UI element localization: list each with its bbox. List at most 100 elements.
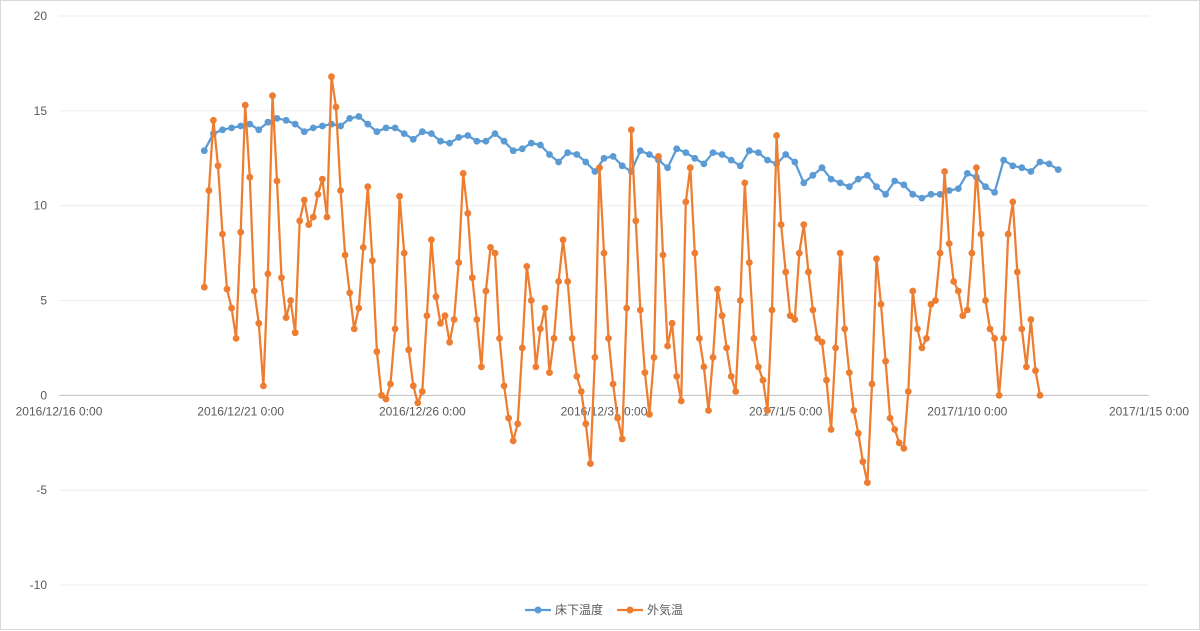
data-point [954,287,962,295]
data-point [977,230,985,238]
data-point [496,335,503,342]
data-point [468,274,476,282]
data-point [1054,166,1062,174]
data-point [786,312,794,320]
data-point [214,162,222,170]
data-point [873,255,880,263]
data-point [287,297,294,304]
data-point [764,407,771,414]
data-point [255,126,263,134]
data-point [991,335,998,342]
data-point [632,217,640,225]
data-point [228,304,236,312]
data-point [882,357,889,365]
data-point [609,380,617,388]
data-point [823,376,830,384]
data-point [464,209,472,217]
data-point [373,348,381,356]
data-point [1000,156,1008,164]
data-point [1045,160,1053,168]
data-point [364,120,372,128]
data-point [273,115,281,122]
data-point [509,437,517,445]
data-point [764,156,771,164]
data-point [237,122,245,130]
data-point [514,420,522,428]
data-point [814,335,821,342]
y-tick-label: -5 [36,483,47,497]
data-point [373,128,381,136]
data-point [818,338,826,346]
data-point [573,151,581,158]
data-point [727,156,735,164]
data-point [618,162,626,170]
data-point [550,335,558,342]
data-point [600,249,608,257]
data-point [732,388,740,395]
data-point [591,354,599,361]
data-point [432,293,440,301]
x-axis-ticks: 2016/12/16 0:00 2016/12/21 0:00 2016/12/26… [16,404,1190,418]
data-point [827,426,835,433]
data-point [700,363,708,371]
data-point [459,170,467,177]
data-point [391,124,399,132]
data-point [1027,168,1035,175]
data-point [300,196,308,204]
data-point [718,312,726,320]
data-point [1000,335,1008,342]
data-point [309,124,317,132]
data-point [1032,367,1039,375]
data-point [809,306,817,314]
data-point [210,116,217,124]
data-point [228,124,236,132]
data-point [864,171,871,179]
data-point [614,414,621,422]
data-point [355,113,363,120]
data-point [1013,268,1021,276]
data-point [355,304,363,312]
data-point [532,363,540,371]
data-point [650,354,658,361]
data-point [646,410,653,418]
data-point [1036,158,1044,166]
data-point [369,257,376,265]
data-point [941,168,948,175]
data-point [864,479,871,486]
data-point [705,407,712,414]
data-point [709,149,717,157]
data-point [900,445,908,452]
data-point [537,325,544,333]
data-point [346,289,354,297]
data-point [618,435,626,443]
data-point [527,139,535,147]
data-point [727,373,735,380]
data-point [491,130,499,138]
data-point [473,316,481,323]
data-point [523,263,531,270]
data-point [278,274,285,282]
data-point [986,325,994,333]
data-point [709,354,717,361]
data-point [341,251,349,259]
data-point [437,319,444,327]
data-point [300,128,308,136]
data-point [482,137,490,145]
data-point [450,316,458,323]
data-point [396,192,403,200]
data-point [950,278,958,285]
data-point [736,297,744,304]
data-point [332,103,340,111]
series-2 [200,73,1044,486]
x-tick-label: 2016/12/21 0:00 [197,404,284,418]
data-point [546,369,553,376]
data-point [691,154,699,162]
data-point [700,160,708,168]
data-point [759,376,767,384]
data-point [909,287,917,295]
data-point [782,151,790,158]
data-point [750,335,758,342]
data-point [682,149,690,157]
